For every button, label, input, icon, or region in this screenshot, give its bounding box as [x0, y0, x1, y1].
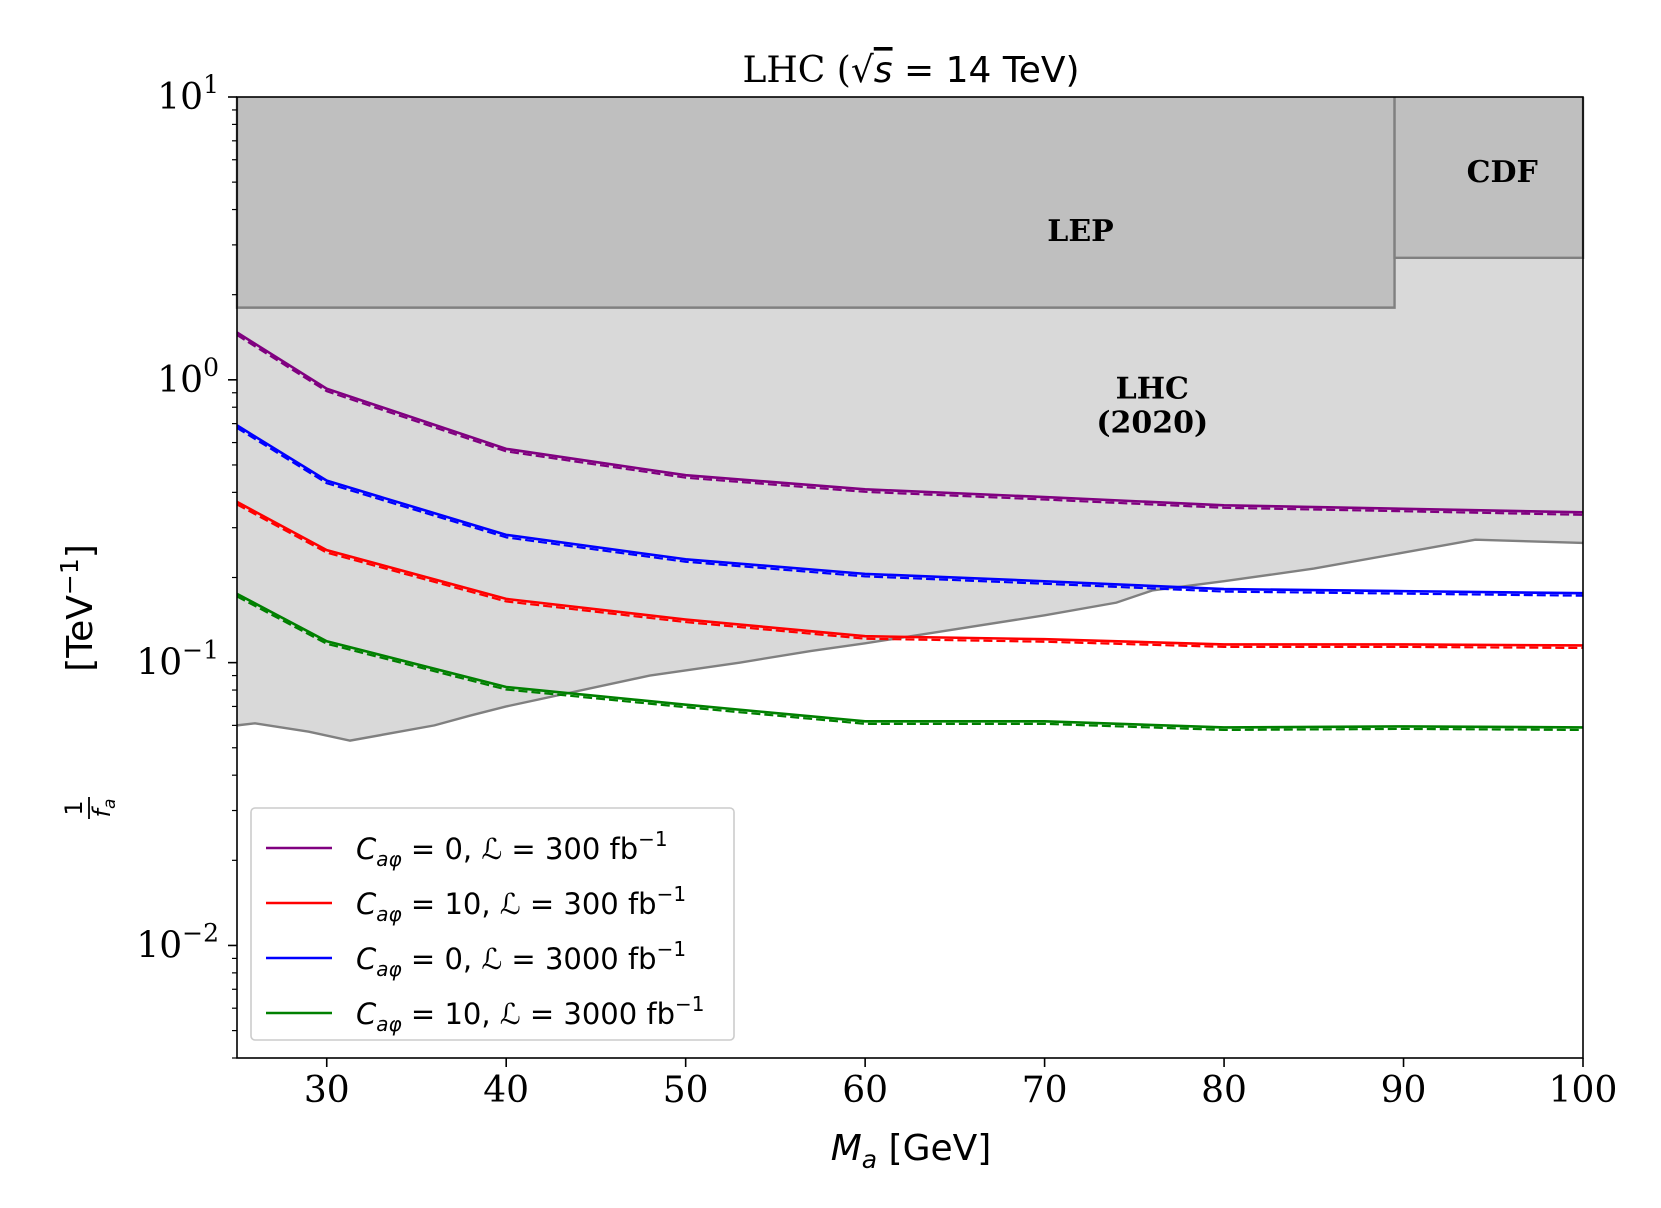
- legend-eq: = 10,: [402, 887, 500, 921]
- legend-lumi-value: = 3000 fb: [502, 942, 656, 976]
- x-label-main: M: [831, 1128, 862, 1169]
- legend-label: Caφ = 10, ℒ = 3000 fb−1: [356, 992, 705, 1036]
- legend-c: C: [356, 997, 377, 1031]
- x-tick-label: 100: [1549, 1070, 1618, 1111]
- x-tick-label: 70: [1022, 1070, 1068, 1111]
- legend-box: [250, 807, 735, 1041]
- legend-eq: = 10,: [402, 997, 500, 1031]
- region-label-lhc-2020: LHC (2020): [1096, 371, 1208, 440]
- region-label-lep: LEP: [1047, 214, 1114, 249]
- region-cdf: [1394, 97, 1583, 258]
- x-label-sub: a: [862, 1145, 877, 1174]
- y-label-exp: −1: [55, 558, 84, 595]
- y-tick-base: 10: [136, 925, 182, 966]
- y-label-num: 1: [60, 800, 88, 815]
- y-tick-label: 101: [157, 70, 219, 118]
- legend-label: Caφ = 10, ℒ = 300 fb−1: [356, 882, 686, 926]
- legend-c: C: [356, 942, 377, 976]
- region-label-line: LHC: [1116, 371, 1189, 406]
- y-tick-exp: 1: [203, 70, 219, 99]
- y-tick-base: 10: [157, 360, 203, 401]
- legend-label: Caφ = 0, ℒ = 3000 fb−1: [356, 937, 686, 981]
- legend-lumi-value: = 300 fb: [502, 832, 638, 866]
- legend-c: C: [356, 832, 377, 866]
- region-label-line: LEP: [1047, 214, 1114, 249]
- svg-text:fa: fa: [88, 799, 120, 818]
- y-tick-exp: −1: [182, 636, 219, 665]
- x-tick-label: 90: [1381, 1070, 1427, 1111]
- y-axis-label: [TeV−1] 1 fa: [55, 544, 120, 819]
- legend-lumi-symbol: ℒ: [481, 832, 502, 866]
- series-line-2: [236, 500, 1584, 647]
- y-label-close: ]: [60, 544, 101, 558]
- legend-lumi-exp: −1: [657, 882, 686, 906]
- legend-eq: = 0,: [402, 942, 482, 976]
- x-axis-label: Ma [GeV]: [831, 1128, 992, 1174]
- legend-lumi-exp: −1: [657, 937, 686, 961]
- series-lines: [236, 331, 1584, 732]
- series-line-1: [236, 331, 1584, 514]
- region-label-cdf: CDF: [1467, 155, 1538, 190]
- title-sqrt: √: [851, 50, 874, 91]
- legend-lumi-exp: −1: [675, 992, 704, 1016]
- legend-c: C: [356, 887, 377, 921]
- x-label-unit: [GeV]: [877, 1128, 991, 1169]
- legend-lumi-value: = 300 fb: [521, 887, 657, 921]
- y-tick-exp: −2: [182, 918, 219, 947]
- title-rest: = 14 TeV): [893, 50, 1080, 91]
- y-tick-base: 10: [136, 643, 182, 684]
- series-line-dashed-3: [236, 426, 1584, 597]
- y-label-unit: [TeV: [60, 595, 101, 672]
- y-tick-exp: 0: [203, 353, 219, 382]
- legend-c-sub: aφ: [376, 902, 401, 926]
- series-line-3: [236, 424, 1584, 595]
- x-tick-label: 30: [304, 1070, 350, 1111]
- excluded-regions: [235, 97, 1585, 742]
- title-s: s: [874, 50, 893, 91]
- y-tick-label: 10−1: [136, 636, 219, 684]
- x-tick-label: 60: [842, 1070, 888, 1111]
- legend-label: Caφ = 0, ℒ = 300 fb−1: [356, 827, 668, 871]
- chart-title: LHC (√s = 14 TeV): [742, 50, 1079, 91]
- legend-lumi-symbol: ℒ: [500, 997, 521, 1031]
- series-line-dashed-1: [236, 334, 1584, 516]
- legend-c-sub: aφ: [376, 1012, 401, 1036]
- region-label-line: CDF: [1467, 155, 1538, 190]
- series-line-4: [236, 592, 1584, 729]
- series-line-dashed-2: [236, 503, 1584, 650]
- x-tick-label: 80: [1201, 1070, 1247, 1111]
- legend-lumi-symbol: ℒ: [481, 942, 502, 976]
- x-tick-label: 40: [483, 1070, 529, 1111]
- legend-c-sub: aφ: [376, 957, 401, 981]
- region-lep: [237, 97, 1395, 308]
- legend-eq: = 0,: [402, 832, 482, 866]
- y-tick-base: 10: [157, 77, 203, 118]
- x-tick-label: 50: [663, 1070, 709, 1111]
- region-label-line: (2020): [1096, 405, 1208, 440]
- y-tick-label: 10−2: [136, 918, 219, 966]
- title-prefix: LHC (: [742, 50, 850, 91]
- region-labels: LHC (2020) LEP CDF: [1047, 155, 1538, 440]
- legend-c-sub: aφ: [376, 847, 401, 871]
- svg-text:[TeV−1]: [TeV−1]: [55, 544, 101, 672]
- y-tick-label: 100: [157, 353, 219, 401]
- series-line-dashed-4: [236, 595, 1584, 732]
- region-lhc-2020-boundary: [236, 538, 1584, 742]
- legend-lumi-exp: −1: [638, 827, 667, 851]
- legend-lumi-value: = 3000 fb: [521, 997, 675, 1031]
- legend-lumi-symbol: ℒ: [500, 887, 521, 921]
- x-axis-ticks: 30 40 50 60 70 80 90 100: [304, 1058, 1618, 1111]
- y-label-den-sub: a: [100, 799, 120, 809]
